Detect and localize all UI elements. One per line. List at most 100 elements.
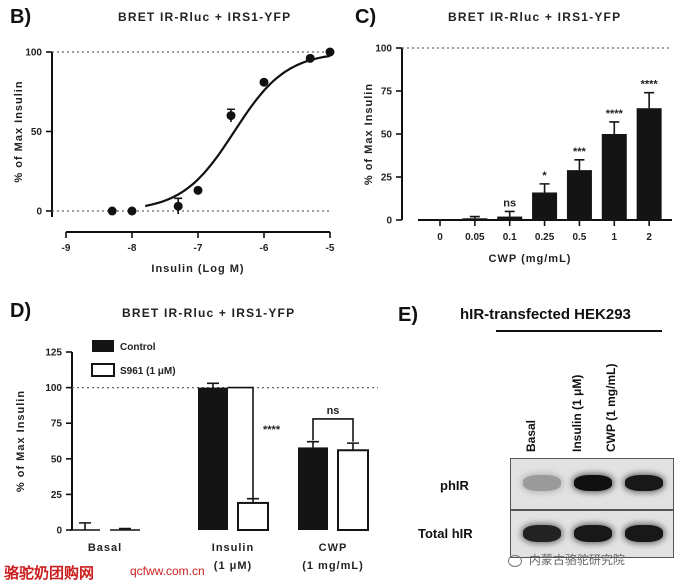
c-y-tick-label: 100 [375,44,392,55]
b-x-tick-label: -8 [128,243,137,254]
blot-title: hIR-transfected HEK293 [460,306,631,323]
c-y-tick-label: 0 [386,216,392,227]
c-error-bar [539,183,550,193]
b-y-tick-label: 50 [31,127,43,138]
b-y-axis-title: % of Max Insulin [13,80,25,182]
blot-band [625,525,663,542]
c-significance-label: **** [606,108,624,120]
c-error-bar [504,210,515,217]
blot-strip-phir [510,458,674,510]
d-y-tick-label: 100 [45,383,62,394]
b-x-tick-label: -9 [62,243,71,254]
d-legend-swatch [92,340,114,352]
d-bar [198,387,228,530]
d-category-label: (1 μM) [214,560,252,572]
blot-band [625,475,663,491]
footer-site-name: 骆驼奶团购网 [4,564,95,582]
c-bar [636,108,662,220]
d-y-tick-label: 0 [56,526,62,537]
d-significance-bracket-insulin [228,386,254,499]
d-error-bar [79,522,91,530]
footer-site-url[interactable]: qcfww.com.cn [130,564,205,578]
b-data-point [107,206,117,216]
watermark: 内蒙古骆驼研究院 [508,551,625,568]
c-error-bar [609,121,620,134]
d-significance-bracket-cwp [312,418,354,442]
c-x-tick-label: 2 [646,232,652,243]
c-bar [497,216,523,220]
panel-c-title: BRET IR-Rluc + IRS1-YFP [448,10,622,24]
c-error-bar [644,91,655,109]
d-bar [237,501,269,531]
d-category-label: Basal [88,542,122,554]
c-significance-label: **** [641,79,659,91]
blot-band [523,475,561,491]
d-y-axis-title: % of Max Insulin [15,390,27,492]
lane-label-cwp-text: CWP (1 mg/mL) [604,363,618,452]
c-bar [601,134,627,220]
d-legend-label: Control [120,342,156,353]
panel-d-label: D) [10,300,32,322]
lane-label-cwp: CWP (1 mg/mL) [604,364,618,452]
d-y-tick-label: 25 [51,490,63,501]
c-x-tick-label: 1 [612,232,618,243]
c-x-tick-label: 0 [437,232,443,243]
d-legend-swatch [91,363,115,377]
b-data-point [193,185,203,195]
b-data-point [259,77,269,87]
c-significance-label: * [542,170,547,182]
wechat-icon [508,554,522,567]
blot-strip-total-hir [510,510,674,558]
c-bar [566,170,592,220]
c-y-tick-label: 50 [381,130,393,141]
b-x-axis-title: Insulin (Log M) [151,263,244,275]
b-data-point [325,47,335,57]
b-data-point [127,206,137,216]
blot-band [574,475,612,491]
c-y-tick-label: 25 [381,173,393,184]
c-x-tick-label: 0.5 [572,232,586,243]
b-y-tick-label: 100 [25,48,42,59]
lane-label-insulin: Insulin (1 μM) [570,374,584,452]
b-data-point [173,201,183,211]
b-data-point [305,53,315,63]
c-bar [532,192,558,220]
c-bar [462,218,488,220]
c-significance-label: ns [503,197,516,209]
c-error-bar [574,159,585,171]
b-x-tick-label: -7 [194,243,203,254]
d-y-tick-label: 125 [45,348,62,359]
d-significance-label-insulin: **** [263,424,281,436]
b-x-tick-label: -5 [326,243,335,254]
d-significance-label-cwp: ns [327,405,340,417]
lane-label-basal: Basal [524,419,538,452]
c-error-bar [469,215,480,219]
d-bar [337,449,369,532]
c-x-tick-label: 0.1 [503,232,517,243]
c-y-tick-label: 75 [381,87,393,98]
d-bar [298,447,328,530]
blot-band [574,525,612,542]
b-fit-curve [144,54,331,208]
panel-b-label: B) [10,6,32,28]
d-error-bar [347,442,359,451]
d-error-bar [207,382,219,388]
blot-title-underline [496,330,662,332]
watermark-text: 内蒙古骆驼研究院 [528,553,625,567]
d-category-label: CWP [319,542,348,554]
c-x-tick-label: 0.25 [535,232,555,243]
c-x-tick-label: 0.05 [465,232,485,243]
d-category-label: (1 mg/mL) [302,560,364,572]
panel-d-title: BRET IR-Rluc + IRS1-YFP [122,306,296,320]
c-significance-label: *** [573,146,587,158]
panel-b-title: BRET IR-Rluc + IRS1-YFP [118,10,292,24]
c-x-axis-title: CWP (mg/mL) [489,253,572,265]
blot-row-label-phir: phIR [440,478,469,493]
blot-row-label-total-hir: Total hIR [418,526,473,541]
panel-c-label: C) [355,6,377,28]
b-y-tick-label: 0 [36,207,42,218]
c-y-axis-title: % of Max Insulin [363,83,375,185]
